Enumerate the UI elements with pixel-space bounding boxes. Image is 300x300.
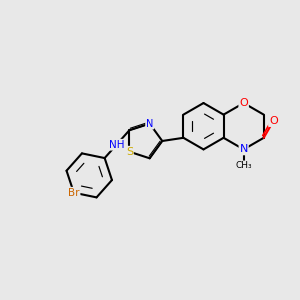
Text: Br: Br [68, 188, 80, 198]
Text: S: S [126, 147, 133, 157]
Text: N: N [146, 119, 153, 129]
Text: CH₃: CH₃ [235, 161, 252, 170]
Text: O: O [239, 98, 248, 108]
Text: N: N [239, 144, 248, 154]
Text: O: O [269, 116, 278, 126]
Text: NH: NH [109, 140, 124, 150]
